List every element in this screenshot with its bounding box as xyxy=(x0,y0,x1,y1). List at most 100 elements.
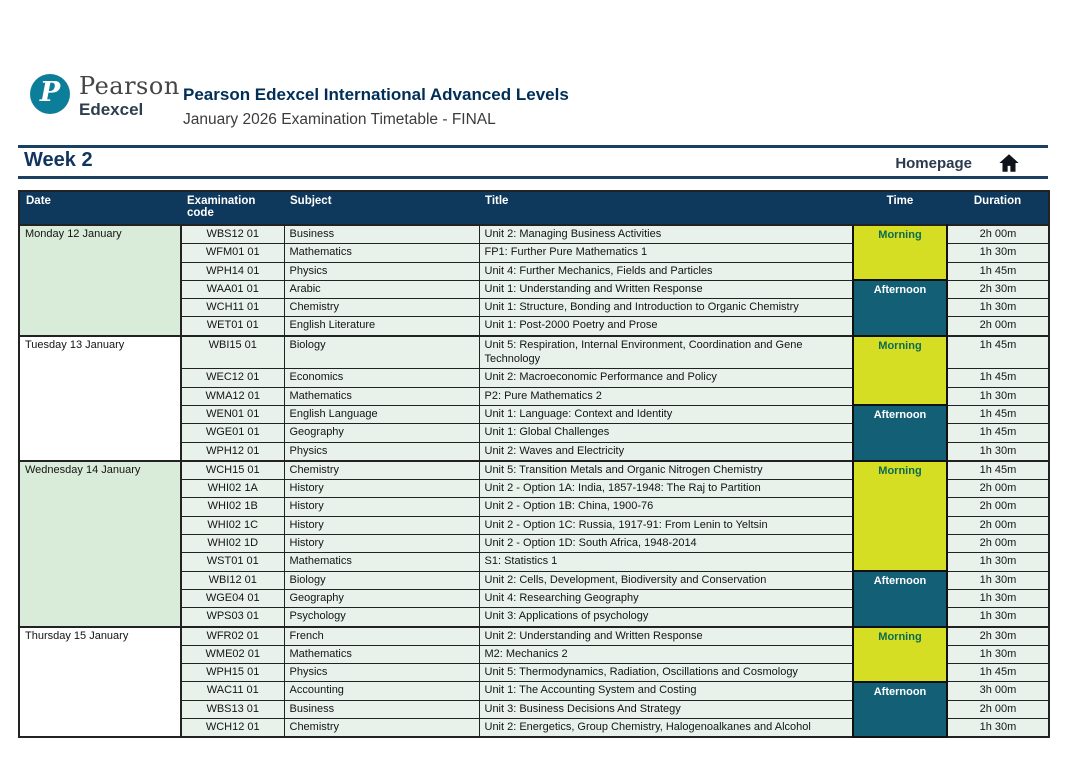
duration-cell: 2h 00m xyxy=(946,316,1050,337)
title-cell: Unit 4: Further Mechanics, Fields and Pa… xyxy=(478,261,854,281)
exam-code-cell: WCH11 01 xyxy=(180,298,285,318)
subject-cell: Mathematics xyxy=(283,644,480,665)
exam-row: WGE04 01 Geography Unit 4: Researching Geo… xyxy=(19,588,1050,609)
subject-cell: Mathematics xyxy=(283,243,480,263)
exam-row: WCH11 01 Chemistry Unit 1: Structure, Bond… xyxy=(19,298,1050,318)
title-cell: Unit 1: Post-2000 Poetry and Prose xyxy=(478,316,854,337)
title-cell: Unit 2: Understanding and Written Respon… xyxy=(478,625,854,646)
subject-cell: Mathematics xyxy=(283,552,480,572)
subject-cell: History xyxy=(283,515,480,536)
duration-cell: 2h 00m xyxy=(946,479,1050,499)
title-cell: Unit 2 - Option 1C: Russia, 1917-91: Fro… xyxy=(478,515,854,536)
exam-row: WHI02 1D History Unit 2 - Option 1D: South… xyxy=(19,534,1050,554)
exam-code-cell: WEC12 01 xyxy=(180,368,285,388)
column-header-time: Time xyxy=(853,191,947,225)
title-cell: Unit 2: Macroeconomic Performance and Po… xyxy=(478,368,854,388)
subject-cell: Business xyxy=(283,224,480,245)
date-cell: Wednesday 14 January xyxy=(18,459,182,628)
title-cell: S1: Statistics 1 xyxy=(478,552,854,572)
subject-cell: History xyxy=(283,479,480,499)
exam-code-cell: WGE01 01 xyxy=(180,423,285,443)
exam-row: Monday 12 January WBS12 01 Business Unit 2:… xyxy=(18,223,1050,337)
exam-row: WPH15 01 Physics Unit 5: Thermodynamics, R… xyxy=(19,663,1050,683)
subject-cell: Economics xyxy=(283,368,480,388)
duration-cell: 2h 00m xyxy=(946,497,1050,517)
exam-row: WST01 01 Mathematics S1: Statistics 1 1h 30… xyxy=(19,552,1050,572)
duration-cell: 2h 30m xyxy=(946,279,1050,300)
exam-code-cell: WMA12 01 xyxy=(180,386,285,406)
exam-code-cell: WEN01 01 xyxy=(180,404,285,425)
exam-timetable: Date Examination code Subject Title Time… xyxy=(18,190,1050,739)
home-icon[interactable] xyxy=(998,152,1020,174)
exam-row: WAA01 01 Arabic Unit 1: Understanding and … xyxy=(19,279,1050,337)
time-session-cell: Morning xyxy=(852,459,948,573)
brand-edexcel-label: Edexcel xyxy=(79,100,144,120)
exam-row: WGE01 01 Geography Unit 1: Global Challeng… xyxy=(19,423,1050,443)
title-cell: Unit 1: Structure, Bonding and Introduct… xyxy=(478,298,854,318)
table-header-row: Date Examination code Subject Title Time… xyxy=(19,191,1049,225)
duration-cell: 1h 30m xyxy=(946,570,1050,590)
time-session-cell: Morning xyxy=(852,334,948,407)
subject-cell: Physics xyxy=(283,261,480,281)
title-cell: Unit 2: Energetics, Group Chemistry, Hal… xyxy=(478,718,854,738)
title-cell: Unit 2: Waves and Electricity xyxy=(478,441,854,462)
exam-row: WEC12 01 Economics Unit 2: Macroeconomic P… xyxy=(19,368,1050,388)
exam-code-cell: WBI15 01 xyxy=(180,334,285,370)
exam-row: WAC11 01 Accounting Unit 1: The Accounting… xyxy=(19,680,1050,739)
exam-code-cell: WBS13 01 xyxy=(180,699,285,720)
exam-code-cell: WPH14 01 xyxy=(180,261,285,281)
exam-code-cell: WGE04 01 xyxy=(180,588,285,609)
exam-row: WFM01 01 Mathematics FP1: Further Pure Mat… xyxy=(19,243,1050,263)
exam-code-cell: WBI12 01 xyxy=(180,570,285,590)
column-header-examination-code: Examination code xyxy=(181,191,284,225)
homepage-label[interactable]: Homepage xyxy=(895,154,972,172)
title-cell: Unit 5: Thermodynamics, Radiation, Oscil… xyxy=(478,663,854,683)
duration-cell: 2h 30m xyxy=(946,625,1050,646)
bottom-rule xyxy=(18,176,1048,179)
exam-code-cell: WHI02 1B xyxy=(180,497,285,517)
homepage-link[interactable]: Homepage xyxy=(895,152,1020,174)
column-header-date: Date xyxy=(19,191,181,225)
exam-code-cell: WME02 01 xyxy=(180,644,285,665)
column-header-subject: Subject xyxy=(284,191,479,225)
column-header-duration: Duration xyxy=(947,191,1049,225)
subject-cell: Chemistry xyxy=(283,718,480,738)
subject-cell: Arabic xyxy=(283,279,480,300)
brand-pearson-label: Pearson xyxy=(79,72,180,100)
duration-cell: 1h 45m xyxy=(946,459,1050,481)
exam-code-cell: WHI02 1D xyxy=(180,534,285,554)
subject-cell: Chemistry xyxy=(283,459,480,481)
exam-row: WPS03 01 Psychology Unit 3: Applications o… xyxy=(19,607,1050,628)
duration-cell: 3h 00m xyxy=(946,681,1050,701)
document-title: Pearson Edexcel International Advanced L… xyxy=(183,85,569,104)
column-header-title: Title xyxy=(479,191,853,225)
timetable-body: Monday 12 January WBS12 01 Business Unit 2:… xyxy=(18,223,1050,739)
exam-code-cell: WAA01 01 xyxy=(180,279,285,300)
title-cell: Unit 3: Business Decisions And Strategy xyxy=(478,699,854,720)
exam-row: WHI02 1C History Unit 2 - Option 1C: Russi… xyxy=(19,515,1050,536)
subject-cell: Psychology xyxy=(283,607,480,628)
exam-code-cell: WST01 01 xyxy=(180,552,285,572)
time-session-cell: Morning xyxy=(852,625,948,683)
time-session-cell: Afternoon xyxy=(852,680,948,739)
title-cell: Unit 5: Transition Metals and Organic Ni… xyxy=(478,459,854,481)
exam-code-cell: WHI02 1C xyxy=(180,515,285,536)
duration-cell: 2h 00m xyxy=(946,515,1050,536)
date-cell: Tuesday 13 January xyxy=(18,334,182,462)
subject-cell: English Language xyxy=(283,404,480,425)
duration-cell: 1h 30m xyxy=(946,386,1050,406)
title-cell: Unit 2 - Option 1B: China, 1900-76 xyxy=(478,497,854,517)
title-cell: Unit 5: Respiration, Internal Environmen… xyxy=(478,334,854,370)
title-cell: FP1: Further Pure Mathematics 1 xyxy=(478,243,854,263)
title-cell: Unit 4: Researching Geography xyxy=(478,588,854,609)
title-cell: P2: Pure Mathematics 2 xyxy=(478,386,854,406)
duration-cell: 2h 00m xyxy=(946,534,1050,554)
duration-cell: 1h 30m xyxy=(946,718,1050,738)
duration-cell: 1h 30m xyxy=(946,298,1050,318)
subject-cell: History xyxy=(283,534,480,554)
exam-row: Wednesday 14 January WCH15 01 Chemistry Uni… xyxy=(18,459,1050,628)
exam-code-cell: WFM01 01 xyxy=(180,243,285,263)
title-cell: Unit 3: Applications of psychology xyxy=(478,607,854,628)
exam-code-cell: WFR02 01 xyxy=(180,625,285,646)
exam-row: WME02 01 Mathematics M2: Mechanics 2 1h 30m xyxy=(19,644,1050,665)
